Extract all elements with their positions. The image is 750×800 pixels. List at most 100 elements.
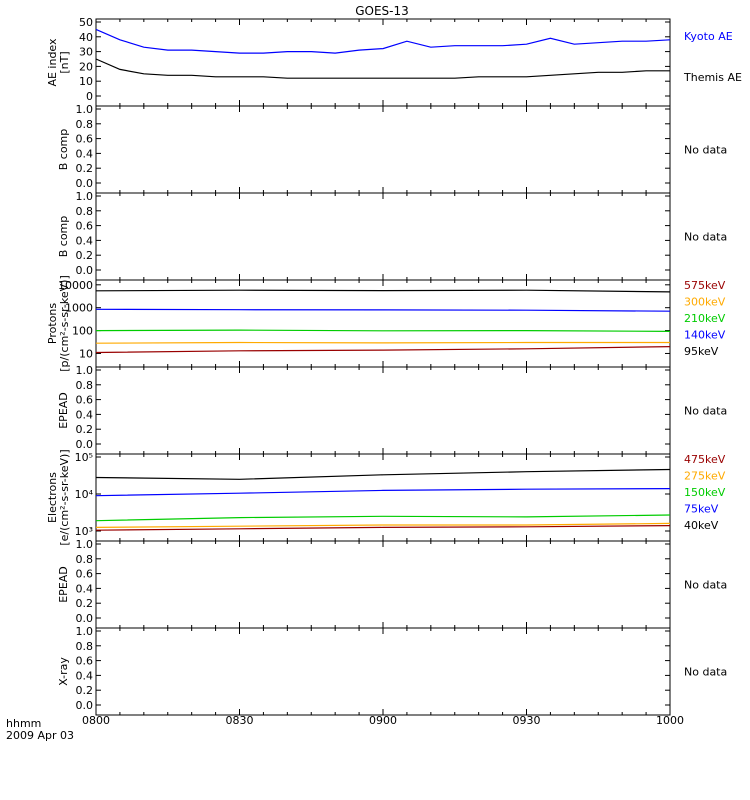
legend-entry: 40keV (684, 519, 719, 532)
y-axis-label: Protons (46, 303, 59, 344)
y-tick-label: 0.6 (76, 568, 94, 581)
y-tick-label: 0.6 (76, 655, 94, 668)
y-tick-label: 0.8 (76, 640, 94, 653)
legend-entry: 300keV (684, 296, 726, 309)
y-tick-label: 0.2 (76, 249, 94, 262)
y-axis-label: EPEAD (57, 566, 70, 603)
y-tick-label: 100 (72, 325, 93, 338)
legend-entry: 140keV (684, 329, 726, 342)
series-line-475kev (95, 524, 671, 531)
series-line-575kev (95, 346, 671, 354)
y-tick-label: 10 (79, 347, 93, 360)
legend-entry: 575keV (684, 279, 726, 292)
x-tick-label: 0830 (226, 714, 254, 727)
panel-frame (95, 192, 671, 281)
no-data-label: No data (684, 666, 727, 679)
y-tick-label: 0.4 (76, 669, 94, 682)
chart-title: GOES-13 (355, 4, 409, 18)
y-tick-label: 10 (79, 75, 93, 88)
y-tick-label: 0.6 (76, 220, 94, 233)
y-tick-label: 0.0 (76, 177, 94, 190)
y-tick-label: 0.2 (76, 423, 94, 436)
time-axis: 0800 0830 0900 0930 1000 (82, 714, 684, 727)
y-tick-label: 0.0 (76, 699, 94, 712)
y-tick-label: 0.6 (76, 394, 94, 407)
y-tick-label: 0.0 (76, 612, 94, 625)
y-tick-label: 10⁴ (75, 488, 94, 501)
y-tick-label: 1.0 (76, 364, 94, 377)
y-tick-label: 0.2 (76, 597, 94, 610)
panel-6: 10³ 10⁴ 10⁵ Electrons [e/(cm²-s-sr-keV)] 475k… (46, 449, 726, 545)
panel-frame (95, 366, 671, 455)
series-line-300kev (95, 341, 670, 344)
legend-entry: 275keV (684, 470, 726, 483)
panel-8: 0.0 0.2 0.40.6 0.8 1.0 X-ray No data (57, 625, 727, 716)
y-tick-label: 0.2 (76, 684, 94, 697)
y-tick-label: 1.0 (76, 103, 94, 116)
y-tick-label: 30 (79, 46, 93, 59)
panel-frame (95, 18, 671, 107)
panel-frame (95, 105, 671, 194)
series-line-75kev (95, 488, 671, 497)
y-axis-label: [p/(cm²-s-sr-keV)] (58, 275, 71, 372)
time-axis-label: hhmm (6, 717, 41, 730)
y-axis-label: B comp (57, 129, 70, 171)
y-tick-label: 0.2 (76, 162, 94, 175)
series-line-150kev (95, 514, 671, 522)
y-tick-label: 0.0 (76, 438, 94, 451)
legend-entry: 150keV (684, 486, 726, 499)
legend-entry: 475keV (684, 453, 726, 466)
y-tick-label: 0.4 (76, 408, 94, 421)
no-data-label: No data (684, 405, 727, 418)
legend-entry: Themis AE (683, 71, 742, 84)
y-axis-label: [e/(cm²-s-sr-keV)] (58, 449, 71, 545)
panel-3: 0.0 0.2 0.40.6 0.8 1.0 B comp No data (57, 190, 727, 281)
y-tick-label: 40 (79, 31, 93, 44)
y-tick-label: 20 (79, 60, 93, 73)
x-tick-label: 0800 (82, 714, 110, 727)
y-tick-label: 0.4 (76, 582, 94, 595)
y-tick-label: 1.0 (76, 625, 94, 638)
no-data-label: No data (684, 231, 727, 244)
y-tick-label: 0 (86, 90, 93, 103)
legend-entry: 210keV (684, 312, 726, 325)
y-tick-label: 0.8 (76, 118, 94, 131)
series-line-140kev (95, 308, 671, 312)
y-axis-label: Electrons (46, 472, 59, 523)
panel-frame (95, 540, 671, 629)
series-line-themis-ae (95, 58, 670, 79)
y-tick-label: 0.6 (76, 133, 94, 146)
y-tick-label: 0.8 (76, 553, 94, 566)
y-axis-label: X-ray (57, 657, 70, 686)
y-tick-label: 0.8 (76, 379, 94, 392)
panel-frame (95, 627, 671, 716)
no-data-label: No data (684, 579, 727, 592)
y-tick-label: 0.4 (76, 234, 94, 247)
y-axis-label: [nT] (58, 51, 71, 73)
y-tick-label: 0.0 (76, 264, 94, 277)
legend-entry: 75keV (684, 503, 719, 516)
y-tick-label: 1.0 (76, 538, 94, 551)
series-line-275kev (95, 522, 671, 529)
y-axis-label: EPEAD (57, 392, 70, 429)
y-tick-label: 10³ (75, 525, 93, 538)
y-tick-label: 50 (79, 16, 93, 29)
legend-entry: Kyoto AE (684, 30, 733, 43)
y-tick-label: 1000 (65, 302, 93, 315)
y-tick-label: 0.8 (76, 205, 94, 218)
panel-frame (95, 279, 671, 368)
y-tick-label: 10000 (58, 279, 93, 292)
series-line-40kev (95, 468, 671, 480)
y-axis-label: B comp (57, 216, 70, 258)
series-line-210kev (95, 329, 671, 332)
series-line-kyoto-ae (95, 28, 671, 54)
y-axis-label: AE index (46, 38, 59, 87)
y-tick-label: 1.0 (76, 190, 94, 203)
legend-entry: 95keV (684, 345, 719, 358)
date-label: 2009 Apr 03 (6, 729, 74, 742)
y-tick-label: 10⁵ (75, 451, 93, 464)
x-tick-label: 1000 (656, 714, 684, 727)
x-tick-label: 0930 (513, 714, 541, 727)
